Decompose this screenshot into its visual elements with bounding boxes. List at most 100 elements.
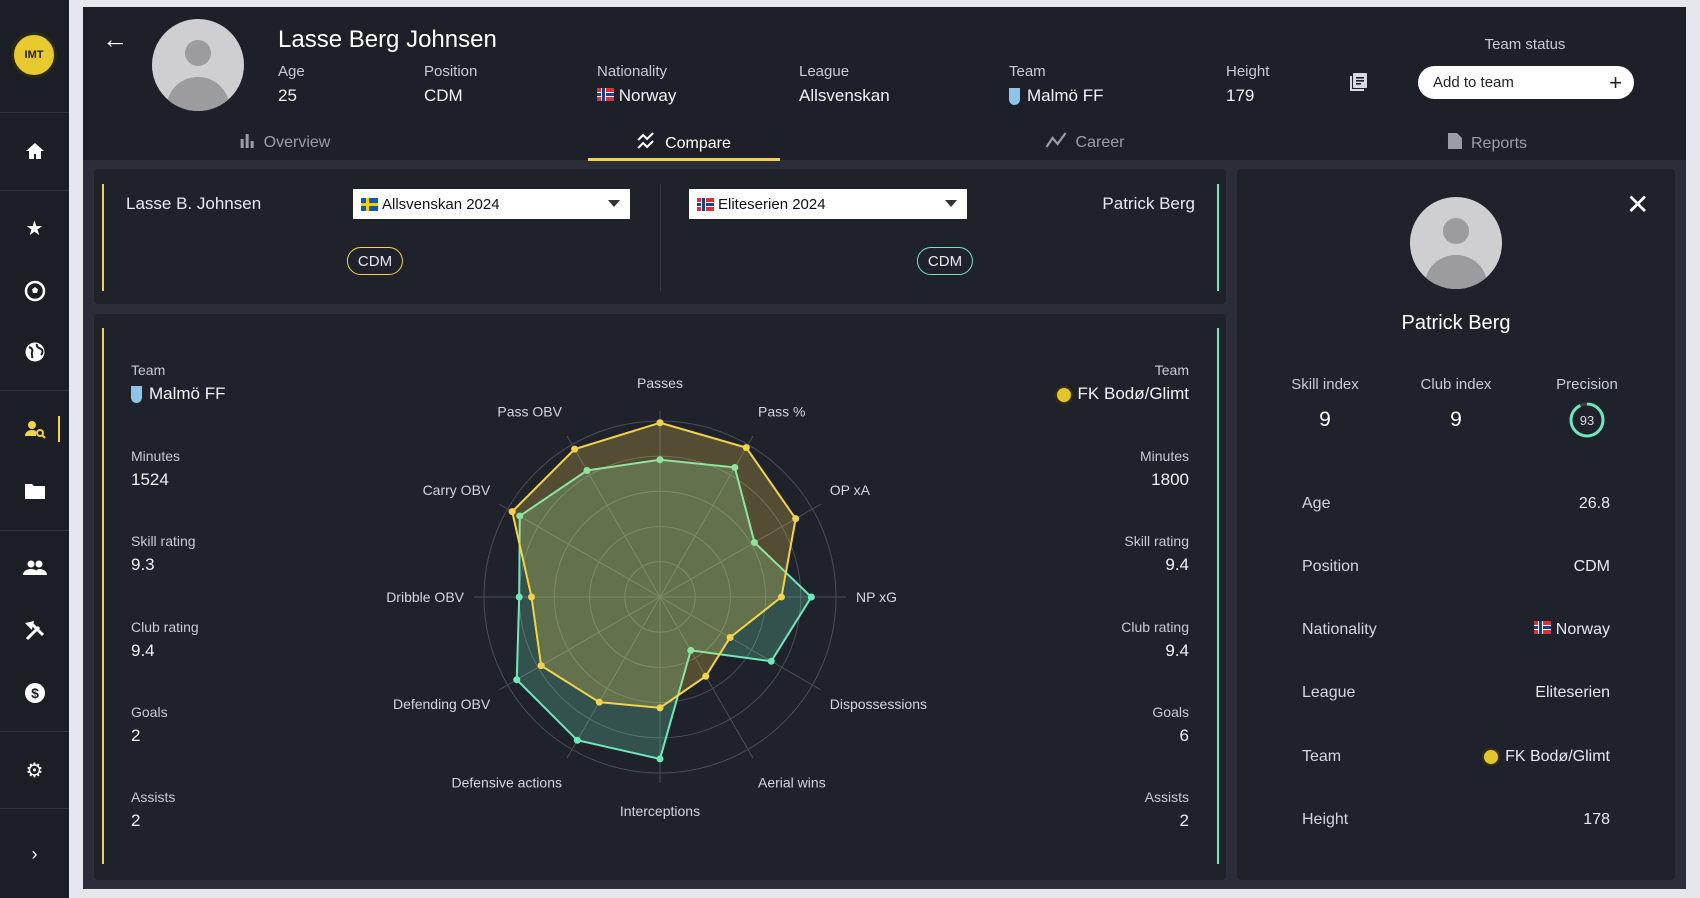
back-arrow-icon[interactable]: ← [102, 24, 128, 54]
right-position-pill: CDM [916, 247, 974, 275]
line-chart-icon [1045, 132, 1068, 153]
tab-career[interactable]: Career [1045, 132, 1124, 153]
tab-reports[interactable]: Reports [1447, 132, 1527, 155]
stat-label: Skill rating [1124, 533, 1189, 549]
bodo-glimt-crest-icon [1482, 748, 1501, 766]
field-label: Age [278, 63, 305, 80]
plus-icon: + [1609, 69, 1622, 95]
radar-axis-label: Dribble OBV [386, 589, 464, 605]
radar-spoke [498, 596, 661, 691]
stat-label: Minutes [1139, 448, 1189, 464]
row-label: Position [1302, 558, 1359, 575]
home-icon[interactable] [0, 136, 69, 166]
radar-point [571, 445, 579, 453]
divider [0, 112, 69, 113]
row-value: Eliteserien [1535, 684, 1610, 701]
dollar-icon[interactable]: $ [0, 678, 69, 708]
stat-team: Team Malmö FF [131, 362, 226, 404]
gear-icon[interactable]: ⚙ [25, 759, 44, 782]
divider [0, 731, 69, 732]
radar-point [792, 515, 800, 523]
radar-axis-label: Interceptions [620, 803, 700, 819]
radar-axis-label: Passes [637, 375, 683, 391]
divider [0, 808, 69, 809]
document-icon[interactable] [1349, 72, 1369, 97]
radar-spoke [566, 435, 661, 598]
malmo-crest-icon [1009, 88, 1020, 106]
stat-value: FK Bodø/Glimt [1077, 384, 1189, 403]
right-player-name: Patrick Berg [1102, 194, 1195, 213]
stat-value: 1800 [1151, 470, 1189, 489]
detail-row-age: Age 26.8 [1302, 495, 1610, 513]
stat-value: 9.4 [1165, 641, 1189, 660]
close-icon[interactable]: ✕ [1626, 189, 1650, 220]
precision-ring: 93 [1568, 401, 1606, 439]
folder-icon[interactable] [0, 476, 69, 506]
radar-spoke [498, 503, 661, 598]
index-value: 9 [1450, 408, 1462, 431]
stat-label: Minutes [131, 448, 181, 464]
index-label: Skill index [1291, 376, 1359, 393]
bar-chart-icon [240, 132, 256, 153]
tab-compare[interactable]: Compare [637, 132, 731, 155]
radar-point [528, 593, 536, 601]
stat-label: Club rating [1121, 619, 1189, 635]
stat-team: Team FK Bodø/Glimt [1054, 362, 1189, 404]
soccer-ball-icon[interactable] [0, 276, 69, 306]
radar-point [656, 755, 664, 763]
detail-row-team: Team FK Bodø/Glimt [1302, 748, 1610, 766]
radar-point [656, 419, 664, 427]
select-value: Allsvenskan 2024 [382, 195, 500, 213]
tools-icon[interactable] [0, 616, 69, 646]
radar-point [516, 512, 524, 520]
club-logo[interactable]: IMT [11, 32, 57, 78]
stat-value: 9.4 [1165, 555, 1189, 574]
stat-goals: Goals 2 [131, 704, 168, 746]
radar-point [751, 538, 759, 546]
stat-value: 6 [1179, 726, 1189, 745]
people-icon[interactable] [0, 553, 69, 583]
radar-point [731, 463, 739, 471]
field-value: 25 [278, 86, 297, 105]
radar-axis-label: Pass % [758, 404, 805, 420]
row-label: Height [1302, 811, 1349, 828]
row-value: FK Bodø/Glimt [1505, 748, 1610, 766]
radar-point [537, 662, 545, 670]
left-season-select[interactable]: Allsvenskan 2024 [353, 189, 630, 219]
stat-label: Team [1154, 362, 1189, 378]
radar-series-left [511, 421, 797, 709]
radar-point [742, 444, 750, 452]
detail-row-league: League Eliteserien [1302, 684, 1610, 702]
stat-value: 2 [131, 726, 141, 745]
globe-icon[interactable] [0, 337, 69, 367]
radar-point [702, 672, 710, 680]
stat-skill-rating: Skill rating 9.3 [131, 533, 196, 575]
left-position-pill: CDM [346, 247, 404, 275]
radar-point [595, 698, 603, 706]
stat-label: Skill rating [131, 533, 196, 549]
radar-point [583, 466, 591, 474]
radar-chart: Passes Pass % OP xA NP xG Dispossessions Aeri… [386, 375, 927, 819]
scouting-icon[interactable] [0, 414, 69, 444]
chevron-down-icon [608, 200, 620, 207]
add-to-team-button[interactable]: Add to team + [1418, 66, 1634, 99]
stat-goals: Goals 6 [1152, 704, 1189, 746]
index-value: 93 [1579, 413, 1595, 428]
player-name: Lasse Berg Johnsen [278, 26, 497, 53]
index-skill: Skill index 9 [1265, 376, 1385, 432]
stat-label: Goals [1152, 704, 1189, 720]
radar-axis-label: Pass OBV [497, 404, 562, 420]
tab-overview[interactable]: Overview [240, 132, 330, 153]
stat-value: 1524 [131, 470, 169, 489]
radar-axis-label: Aerial wins [758, 774, 826, 790]
row-value: CDM [1573, 558, 1610, 575]
malmo-crest-icon [131, 386, 142, 404]
field-label: Height [1226, 63, 1270, 80]
stat-value: 9.4 [131, 641, 155, 660]
player-avatar [152, 19, 244, 111]
index-value: 9 [1319, 408, 1331, 431]
right-season-select[interactable]: Eliteserien 2024 [689, 189, 967, 219]
chevron-right-icon[interactable]: › [31, 843, 38, 864]
star-icon[interactable]: ★ [25, 217, 44, 240]
stat-value: Malmö FF [149, 384, 226, 403]
